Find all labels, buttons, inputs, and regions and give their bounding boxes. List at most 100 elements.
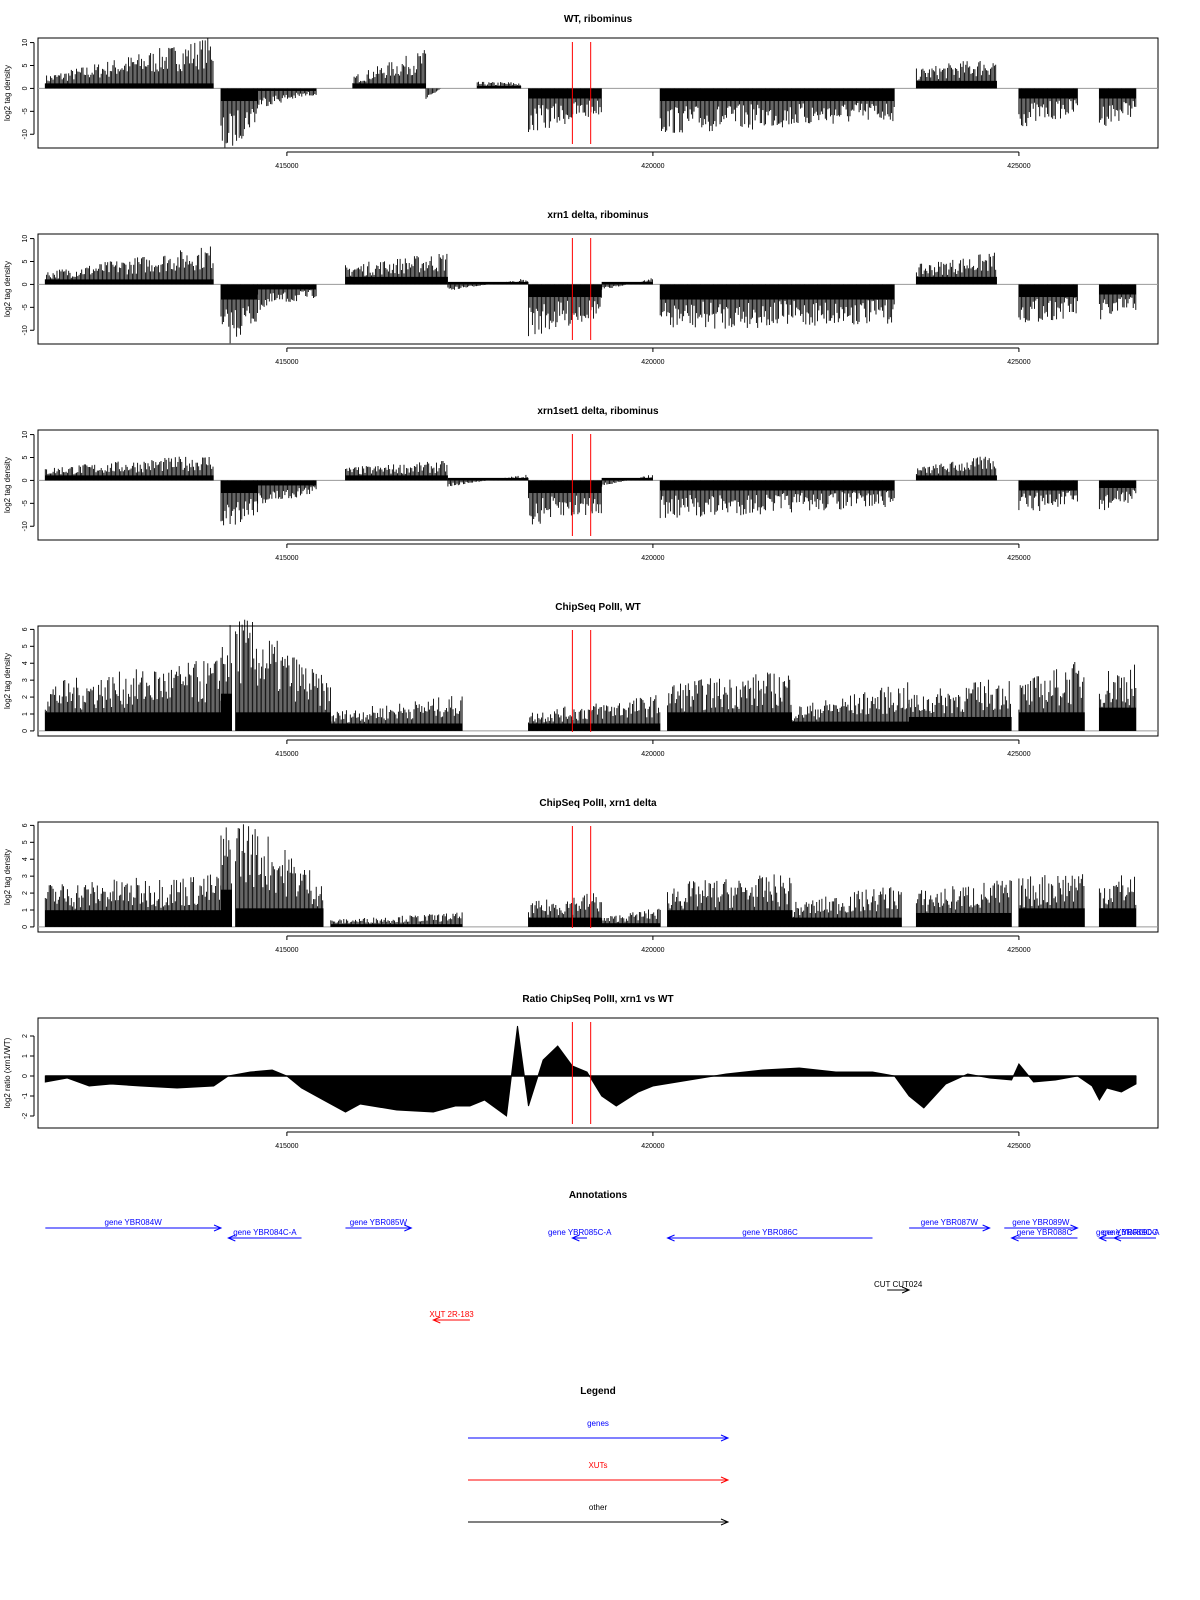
signal-segment [44,874,222,927]
legend-title: Legend [580,1386,616,1397]
arrowhead-icon [982,1224,991,1232]
legend-item-other: other [468,1503,730,1526]
chart-title: WT, ribominus [564,14,633,25]
y-tick-label: 1 [22,908,29,912]
y-tick-label: 4 [22,661,29,665]
signal-segment [601,475,653,487]
x-tick-label: 425000 [1007,555,1030,562]
chart-panel-chip_xrn1: ChipSeq PolII, xrn1 delta log2 tag densit… [3,798,1159,954]
feature-gene-ybr089w: gene YBR089W [1004,1218,1079,1232]
signal-segment [667,672,792,731]
x-tick-label: 415000 [275,163,298,170]
y-axis-label: log2 ratio (xrn1/WT) [3,1037,12,1108]
arrowhead-icon [666,1234,675,1242]
y-tick-label: 0 [22,729,29,733]
signal-segment [220,625,232,731]
signal-segment [235,619,331,731]
arrowhead-icon [720,1476,730,1484]
signal-core [528,723,661,731]
signal-segment [345,461,448,481]
signal-segment [345,253,448,285]
signal-segment [915,880,1012,927]
y-tick-label: 3 [22,678,29,682]
legend-label: other [589,1503,608,1512]
x-tick-label: 415000 [275,947,298,954]
arrowhead-icon [901,1286,911,1294]
arrowhead-icon [404,1224,413,1232]
y-tick-label: 0 [22,86,29,90]
arrowhead-icon [1070,1224,1079,1232]
signal-segment [257,480,317,504]
arrowhead-icon [720,1518,730,1526]
signal-segment [1098,480,1137,511]
y-tick-label: 0 [22,478,29,482]
y-tick-label: 10 [22,235,29,243]
arrowhead-icon [1010,1234,1019,1242]
signal-core [601,923,661,927]
chart-panel-xrn1set1: xrn1set1 delta, ribominus log2 tag densit… [3,406,1159,562]
signal-segment [257,284,317,310]
legend-label: XUTs [588,1461,607,1470]
feature-label: gene YBR089W [1012,1218,1070,1227]
arrowhead-icon [1098,1234,1107,1242]
arrowhead-icon [1112,1234,1122,1242]
x-tick-label: 420000 [641,163,664,170]
chart-title: ChipSeq PolII, xrn1 delta [539,798,657,809]
signal-segment [220,480,258,526]
signal-segment [220,284,258,344]
arrowhead-icon [571,1234,580,1242]
feature-label: gene YBR088C [1017,1228,1073,1237]
x-tick-label: 425000 [1007,359,1030,366]
signal-core [601,477,653,481]
plot-frame [37,625,1159,737]
legend-item-genes: genes [468,1419,730,1442]
signal-core [257,480,317,486]
feature-label: gene YBR085W [350,1218,408,1227]
signal-core [257,284,317,290]
y-tick-label: -5 [22,304,29,310]
signal-core [1018,480,1078,491]
signal-core [447,281,529,285]
x-tick-label: 425000 [1007,1143,1030,1150]
y-tick-label: -5 [22,500,29,506]
feature-label: XUT 2R-183 [429,1310,474,1319]
chart-title: xrn1set1 delta, ribominus [537,406,659,417]
y-tick-label: 0 [22,1074,29,1078]
x-tick-label: 415000 [275,1143,298,1150]
feature-label: gene YBR084C-A [233,1228,297,1237]
y-axis-label: log2 tag density [3,65,12,121]
y-tick-label: 6 [22,823,29,827]
signal-segment [1098,284,1137,320]
y-tick-label: 0 [22,282,29,286]
y-tick-label: 5 [22,259,29,263]
feature-gene-ybr084c-a: gene YBR084C-A [227,1228,302,1242]
y-tick-label: 2 [22,891,29,895]
signal-segment [447,279,529,290]
y-tick-label: 6 [22,627,29,631]
signal-segment [425,88,441,99]
feature-gene-ybr087w: gene YBR087W [909,1218,991,1232]
chart-title: Ratio ChipSeq PolII, xrn1 vs WT [522,994,673,1005]
arrowhead-icon [227,1234,236,1242]
annotations-title: Annotations [569,1190,628,1201]
arrowhead-icon [213,1224,223,1232]
feature-label: gene YBR087W [921,1218,979,1227]
signal-segment [235,824,324,927]
chart-title: xrn1 delta, ribominus [547,210,649,221]
annotations-panel: Annotations gene YBR084W gene YBR084C-A gen… [45,1190,1160,1324]
signal-segment [915,61,997,89]
feature-cut-cut024: CUT CUT024 [874,1280,923,1294]
plot-frame [37,821,1159,933]
chart-panel-wt: WT, ribominus log2 tag density 10 5 0 -5 -10 41… [3,14,1159,170]
signal-segment [528,695,661,731]
signal-segment [44,456,214,481]
signal-core [1018,88,1078,99]
feature-gene-ybr085c-a: gene YBR085C-A [548,1228,612,1242]
feature-label: gene YBR090C [1102,1228,1158,1237]
signal-segment [330,696,463,731]
y-tick-label: 1 [22,712,29,716]
signal-segment [1098,875,1137,927]
y-tick-label: 4 [22,857,29,861]
y-tick-label: 2 [22,1034,29,1038]
feature-gene-ybr088c: gene YBR088C [1010,1228,1078,1242]
